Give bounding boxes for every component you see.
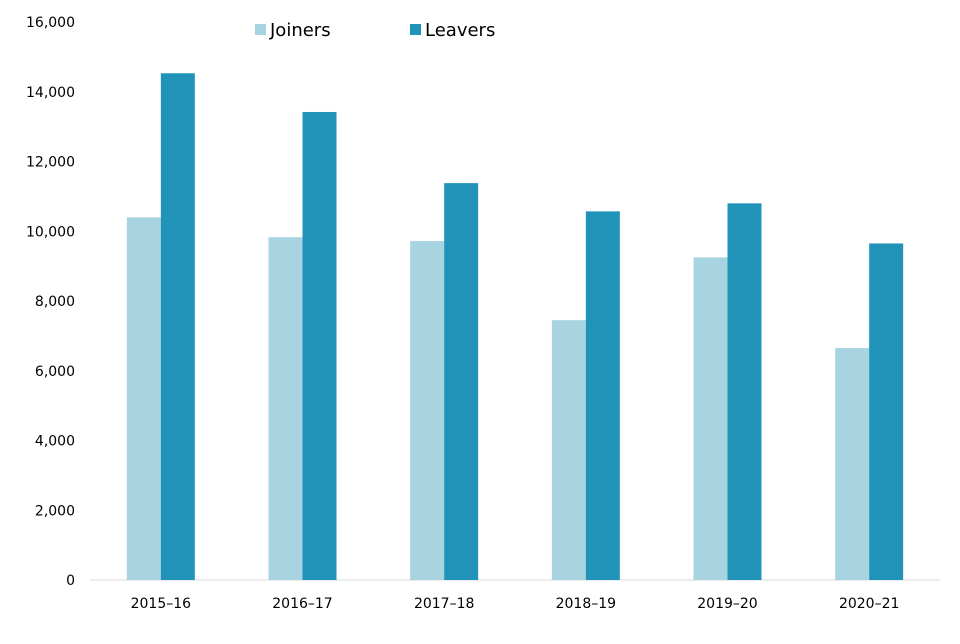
bar-leavers bbox=[160, 73, 195, 581]
x-axis-tick-label: 2018–19 bbox=[556, 596, 616, 612]
y-axis-tick-label: 8,000 bbox=[35, 294, 75, 310]
legend-swatch-joiners bbox=[255, 24, 266, 35]
bar-joiners bbox=[693, 257, 728, 580]
y-axis-tick-label: 14,000 bbox=[26, 85, 75, 101]
x-axis-tick-label: 2017–18 bbox=[414, 596, 474, 612]
bar-leavers bbox=[444, 183, 479, 580]
y-axis-tick-label: 12,000 bbox=[26, 155, 75, 171]
bar-leavers bbox=[727, 203, 762, 580]
x-axis-tick-label: 2015–16 bbox=[131, 596, 192, 612]
x-axis-tick-labels: 2015–16 2016–17 2017–18 2018–19 2019–20 2020–… bbox=[131, 596, 900, 612]
y-axis-tick-label: 16,000 bbox=[26, 15, 75, 31]
bar-joiners bbox=[410, 241, 445, 580]
bar-joiners bbox=[551, 320, 586, 580]
bar-joiners bbox=[268, 237, 303, 580]
y-axis-tick-label: 0 bbox=[66, 573, 75, 589]
y-axis-tick-labels: 0 2,000 4,000 6,000 8,000 10,000 12,000 14,000 1… bbox=[26, 15, 75, 589]
bar-leavers bbox=[869, 243, 904, 581]
x-axis-tick-label: 2020–21 bbox=[839, 596, 899, 612]
legend-swatch-leavers bbox=[410, 24, 421, 35]
bar-joiners bbox=[835, 348, 870, 580]
legend-label-leavers: Leavers bbox=[425, 20, 495, 41]
y-axis-tick-label: 4,000 bbox=[35, 434, 75, 450]
bar-joiners bbox=[126, 217, 161, 581]
y-axis-tick-label: 6,000 bbox=[35, 364, 75, 380]
y-axis-tick-label: 10,000 bbox=[26, 224, 75, 240]
bars bbox=[126, 73, 904, 581]
legend-label-joiners: Joiners bbox=[269, 20, 331, 41]
y-axis-tick-label: 2,000 bbox=[35, 503, 75, 519]
x-axis-tick-label: 2016–17 bbox=[272, 596, 332, 612]
legend: Joiners Leavers bbox=[255, 20, 495, 41]
bar-leavers bbox=[585, 211, 620, 580]
x-axis-tick-label: 2019–20 bbox=[697, 596, 757, 612]
bar-leavers bbox=[302, 111, 337, 580]
